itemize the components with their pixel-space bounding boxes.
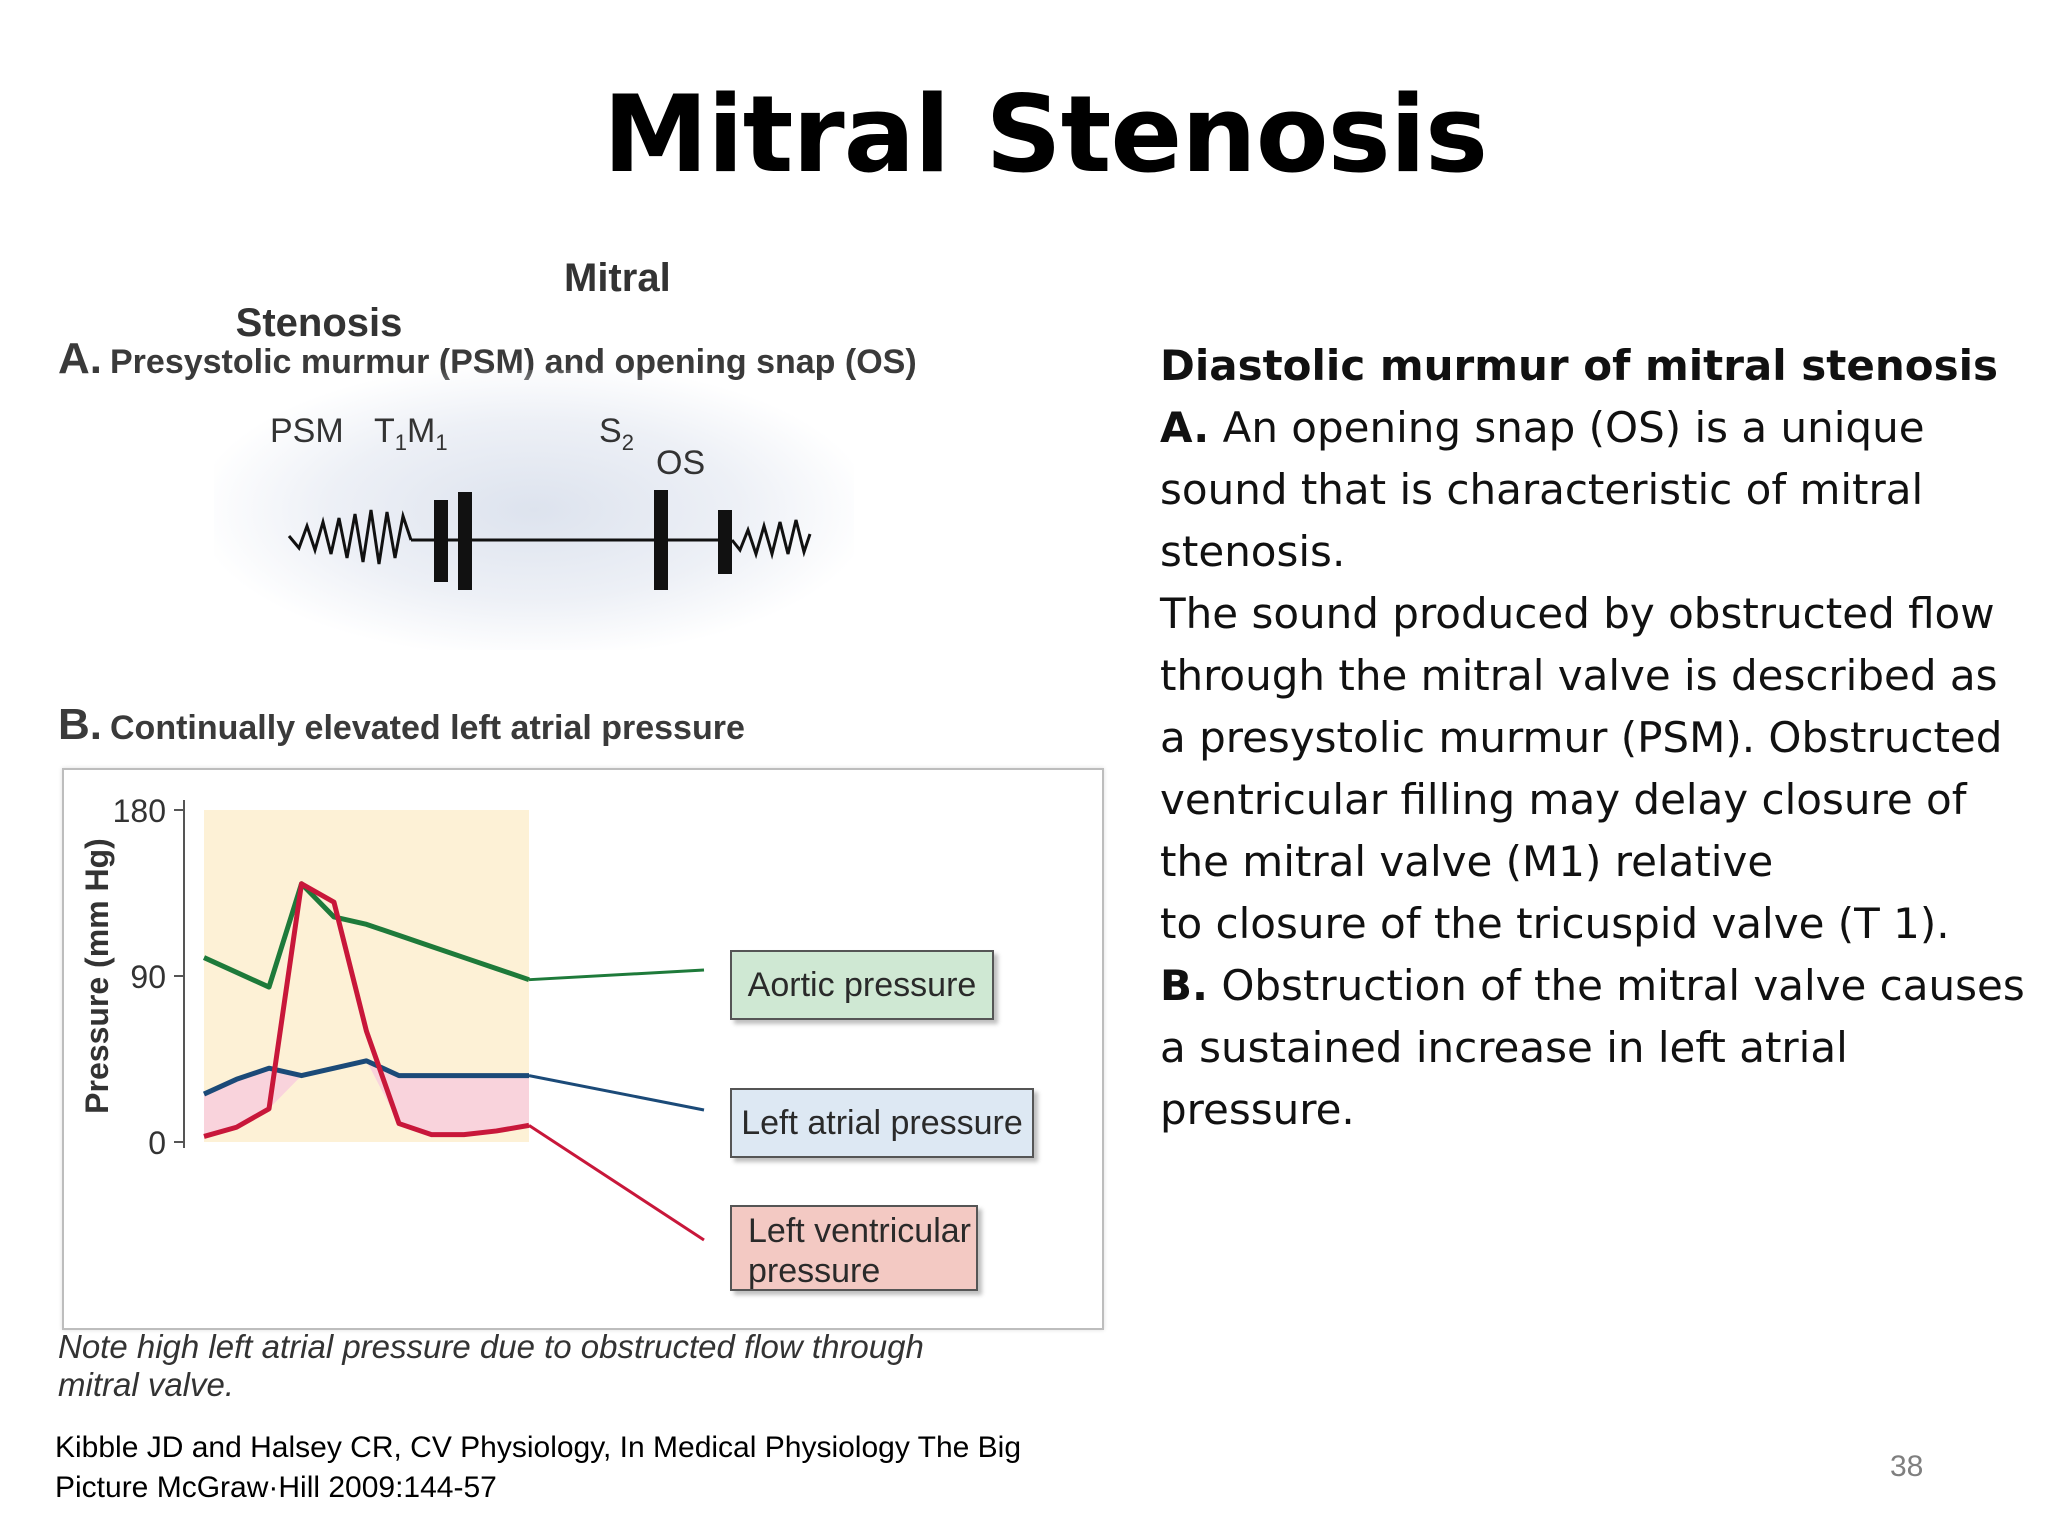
point-b-label: B. (1160, 961, 1208, 1010)
y-tick-label-180: 180 (113, 793, 166, 829)
citation: Kibble JD and Halsey CR, CV Physiology, … (55, 1431, 1022, 1504)
section-b-label: B. Continually elevated left atrial press… (58, 700, 745, 750)
series-line-aortic (202, 881, 530, 990)
t1-bar (434, 500, 448, 582)
y-axis-label: Pressure (mm Hg) (79, 838, 115, 1114)
explanation-heading: Diastolic murmur of mitral stenosis (1160, 341, 1998, 390)
leader-left-ventricular (528, 1124, 705, 1242)
series-line-left-atrial (202, 1058, 529, 1097)
psm-murmur (287, 509, 413, 565)
slide-title: Mitral Stenosis (602, 73, 1488, 196)
legend-lv-line1: Left ventricular (748, 1212, 971, 1250)
s2-label: S2 (599, 412, 634, 455)
phonocardiogram (287, 490, 812, 590)
section-b-letter: B. (58, 700, 102, 749)
y-tick-label-0: 0 (148, 1125, 166, 1161)
s2-bar (654, 490, 668, 590)
legend-left-ventricular-pressure: Left ventricular pressure (730, 1205, 978, 1291)
la-lv-gradient-area (204, 1060, 529, 1137)
psm-label: PSM (270, 412, 344, 450)
point-a-label: A. (1160, 403, 1210, 452)
legend-lv-line2: pressure (748, 1252, 881, 1290)
y-tick-label-90: 90 (130, 959, 166, 995)
phonocardiogram-glow (214, 370, 854, 650)
section-b-text: Continually elevated left atrial pressur… (110, 709, 745, 747)
section-a-letter: A. (58, 334, 102, 383)
figure-title: Mitral Stenosis (235, 256, 671, 345)
series-line-left-ventricular (203, 881, 530, 1139)
figure-caption: Note high left atrial pressure due to ob… (58, 1328, 924, 1403)
os-bar (718, 510, 732, 574)
figure-panel: Mitral Stenosis A. Presystolic murmur (PS… (44, 240, 1114, 1430)
leader-left-atrial (528, 1074, 705, 1112)
legend-left-atrial-pressure: Left atrial pressure (730, 1088, 1034, 1158)
explanation-text: Diastolic murmur of mitral stenosis A. A… (1160, 341, 2025, 1134)
leader-aortic (528, 968, 705, 982)
m1-bar (458, 492, 472, 590)
os-label: OS (656, 444, 706, 482)
page-number: 38 (1890, 1450, 1924, 1483)
pressure-chart-svg: 0 90 180 Pressure (mm Hg) (79, 793, 705, 1242)
legend-aortic-pressure: Aortic pressure (730, 950, 994, 1020)
t1-m1-label: T1M1 (374, 412, 448, 455)
diastolic-rumble (730, 519, 812, 560)
